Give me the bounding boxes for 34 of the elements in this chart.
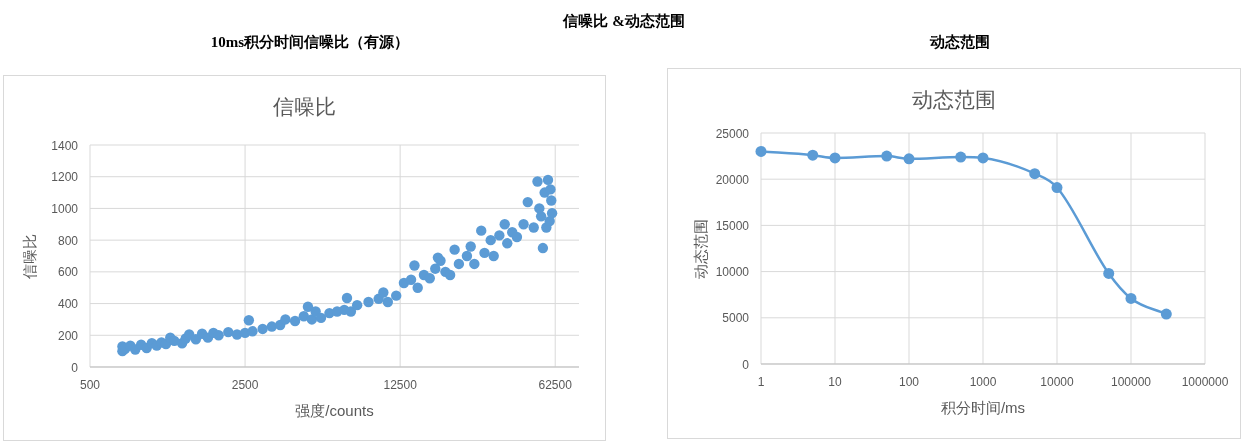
chart-subtitle: 动态范围 [911,88,996,111]
y-tick-label: 0 [71,360,79,375]
x-tick-label: 500 [79,378,101,392]
x-tick-label: 2500 [231,378,259,392]
y-tick-label: 5000 [722,311,750,326]
y-tick-label: 600 [57,265,79,280]
y-tick-label: 400 [57,297,79,312]
x-axis-title: 强度/counts [295,402,374,419]
y-tick-label: 200 [57,328,79,343]
text: 信噪比 &动态范围 [562,13,685,29]
y-axis-title: 信噪比 [21,233,38,279]
y-tick-label: 25000 [715,126,750,141]
x-tick-label: 1 [757,375,765,389]
y-tick-label: 1200 [51,170,79,185]
x-tick-label: 10 [828,375,842,389]
y-tick-label: 1400 [51,138,79,153]
chart-title: 10ms积分时间信噪比（有源） [210,34,410,50]
y-tick-label: 10000 [715,265,750,280]
y-tick-label: 15000 [715,218,750,233]
x-tick-label: 10000 [1040,375,1075,389]
y-tick-label: 20000 [715,172,750,187]
y-tick-label: 800 [57,233,79,248]
chart-subtitle: 信噪比 [272,95,336,118]
chart-title: 动态范围 [929,34,990,50]
y-axis-title: 动态范围 [692,218,709,279]
x-tick-label: 12500 [383,378,418,392]
x-tick-label: 1000 [969,375,997,389]
y-tick-label: 0 [742,357,750,372]
x-tick-label: 100 [898,375,920,389]
x-axis-title: 积分时间/ms [940,399,1026,416]
x-tick-label: 100000 [1110,375,1152,389]
x-tick-label: 1000000 [1181,375,1229,389]
x-tick-label: 62500 [538,378,573,392]
y-tick-label: 1000 [51,201,79,216]
